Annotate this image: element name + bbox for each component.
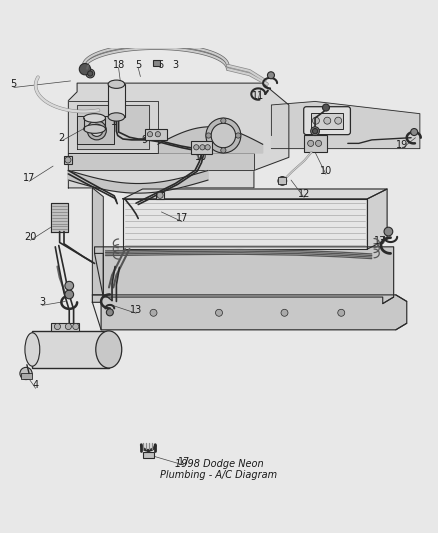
- Bar: [32, 331, 109, 368]
- Circle shape: [311, 127, 319, 135]
- Circle shape: [324, 117, 331, 124]
- Circle shape: [88, 71, 93, 76]
- Polygon shape: [367, 189, 387, 249]
- Circle shape: [91, 124, 103, 136]
- Circle shape: [278, 176, 287, 185]
- Circle shape: [384, 227, 393, 236]
- Text: 19: 19: [396, 140, 409, 150]
- Circle shape: [268, 72, 275, 79]
- Circle shape: [54, 324, 60, 329]
- Circle shape: [65, 290, 74, 299]
- Circle shape: [155, 132, 160, 137]
- Circle shape: [322, 104, 329, 111]
- Circle shape: [281, 309, 288, 316]
- Circle shape: [65, 281, 74, 290]
- Circle shape: [307, 140, 314, 147]
- Circle shape: [148, 132, 152, 137]
- Circle shape: [20, 367, 32, 379]
- Circle shape: [211, 123, 236, 148]
- Bar: [64, 156, 72, 164]
- Circle shape: [312, 128, 318, 134]
- Text: 13: 13: [130, 305, 142, 315]
- Text: 2: 2: [59, 133, 65, 143]
- Polygon shape: [68, 101, 158, 153]
- Circle shape: [106, 309, 113, 316]
- Bar: [155, 192, 164, 199]
- Circle shape: [338, 309, 345, 316]
- Circle shape: [206, 118, 241, 153]
- Text: 3: 3: [39, 297, 45, 308]
- Text: 20: 20: [24, 232, 36, 242]
- Ellipse shape: [84, 114, 106, 123]
- Circle shape: [86, 69, 95, 78]
- Text: 5: 5: [135, 60, 141, 70]
- Bar: [152, 60, 159, 66]
- Circle shape: [215, 309, 223, 316]
- Text: 3: 3: [172, 60, 178, 70]
- Circle shape: [411, 128, 418, 135]
- Polygon shape: [68, 83, 289, 188]
- Circle shape: [150, 309, 157, 316]
- Circle shape: [200, 144, 205, 150]
- Text: 17: 17: [178, 457, 190, 467]
- Ellipse shape: [96, 331, 122, 368]
- Circle shape: [73, 324, 79, 329]
- Polygon shape: [51, 203, 68, 231]
- Text: 13: 13: [374, 236, 387, 246]
- Polygon shape: [92, 295, 407, 330]
- Text: 11: 11: [252, 91, 265, 101]
- Circle shape: [315, 140, 321, 147]
- Circle shape: [194, 144, 199, 150]
- Polygon shape: [272, 101, 420, 149]
- Circle shape: [221, 148, 226, 153]
- Bar: [51, 323, 79, 331]
- Bar: [108, 84, 125, 117]
- Text: 5: 5: [11, 79, 17, 89]
- Circle shape: [312, 117, 319, 124]
- Polygon shape: [123, 189, 387, 199]
- Bar: [145, 129, 166, 140]
- Text: 12: 12: [298, 189, 311, 199]
- Bar: [191, 141, 212, 154]
- Polygon shape: [77, 116, 114, 144]
- Bar: [21, 374, 32, 379]
- Circle shape: [157, 192, 163, 198]
- Polygon shape: [68, 153, 254, 171]
- Circle shape: [79, 63, 91, 75]
- Text: 6: 6: [157, 60, 163, 70]
- Polygon shape: [158, 127, 263, 153]
- Text: 10: 10: [320, 166, 332, 176]
- Text: 9: 9: [142, 135, 148, 145]
- FancyBboxPatch shape: [304, 107, 350, 135]
- Circle shape: [206, 133, 211, 138]
- Polygon shape: [68, 171, 208, 193]
- Circle shape: [87, 120, 106, 140]
- Polygon shape: [77, 105, 149, 149]
- Polygon shape: [123, 199, 367, 249]
- Circle shape: [335, 117, 342, 124]
- Text: 17: 17: [23, 173, 35, 183]
- Bar: [311, 113, 343, 128]
- Circle shape: [65, 324, 71, 329]
- Text: 1998 Dodge Neon
Plumbing - A/C Diagram: 1998 Dodge Neon Plumbing - A/C Diagram: [160, 459, 278, 480]
- Ellipse shape: [108, 113, 125, 121]
- Text: 4: 4: [32, 380, 39, 390]
- Ellipse shape: [108, 80, 125, 88]
- Ellipse shape: [84, 125, 106, 133]
- Text: 18: 18: [113, 60, 125, 70]
- Bar: [304, 135, 327, 152]
- Text: 17: 17: [176, 214, 188, 223]
- Circle shape: [205, 144, 210, 150]
- Text: 1: 1: [111, 117, 117, 126]
- Circle shape: [236, 133, 241, 138]
- Bar: [143, 453, 153, 458]
- Ellipse shape: [25, 333, 40, 366]
- Polygon shape: [95, 247, 394, 304]
- Circle shape: [65, 157, 71, 163]
- Polygon shape: [92, 188, 103, 295]
- Circle shape: [221, 118, 226, 123]
- Bar: [279, 177, 286, 184]
- Text: 10: 10: [195, 152, 208, 163]
